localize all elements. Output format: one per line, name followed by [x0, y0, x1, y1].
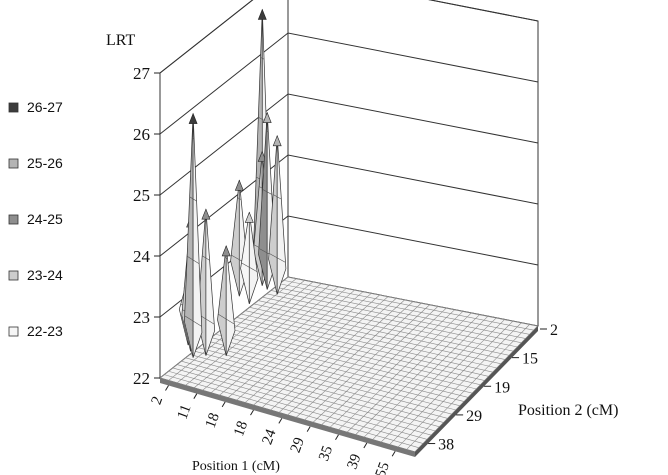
surface-peak	[217, 245, 236, 356]
peak-tip	[272, 134, 282, 147]
peak-tip	[201, 208, 211, 220]
x-axis-tick	[363, 442, 368, 449]
peak-band-line	[202, 255, 210, 261]
x-axis-tick-label: 11	[175, 403, 195, 422]
legend-label: 22-23	[27, 323, 63, 339]
legend-item: 24-25	[8, 211, 63, 227]
peak-tip	[257, 8, 267, 20]
z-axis-tick-label: 24	[133, 247, 151, 266]
surface-peak	[184, 112, 203, 358]
peak-band-line	[189, 196, 197, 202]
floor-gridline	[406, 324, 530, 450]
peak-face-right	[225, 245, 236, 356]
peak-band-line	[262, 189, 272, 195]
floor-gridline	[397, 322, 522, 448]
x-axis-tick	[391, 450, 396, 457]
legend-item: 25-26	[8, 155, 63, 171]
peak-face-right	[276, 135, 287, 295]
peak-tip	[262, 111, 272, 123]
x-axis-tick	[221, 401, 226, 408]
wall-gridline	[159, 154, 539, 257]
floor-gridline	[380, 319, 505, 443]
floor-edge-front	[160, 378, 415, 457]
legend-label: 23-24	[27, 267, 63, 283]
x-axis-tick-label: 55	[373, 460, 393, 475]
legend-swatch	[8, 270, 19, 281]
legend-swatch	[8, 102, 19, 113]
z-axis-tick-label: 26	[133, 125, 150, 144]
legend-label: 26-27	[27, 99, 63, 115]
x-axis-tick-label: 39	[344, 452, 364, 472]
legend-swatch	[8, 326, 19, 337]
peak-face-right	[248, 212, 259, 305]
legend-item: 23-24	[8, 267, 63, 283]
y-axis-label: Position 2 (cM)	[518, 402, 618, 419]
y-axis-tick-label: 29	[466, 408, 482, 425]
wall-gridline	[159, 93, 539, 196]
peak-tip	[188, 112, 198, 124]
peak-band-line	[265, 130, 269, 132]
x-axis-tick	[278, 418, 283, 424]
x-axis-label: Position 1 (cM)	[192, 459, 280, 474]
x-axis-tick	[165, 385, 169, 391]
y-axis-tick-label: 19	[494, 379, 510, 396]
wall-gridline	[159, 0, 539, 74]
z-axis-tick-label: 25	[133, 186, 150, 205]
legend-label: 24-25	[27, 211, 63, 227]
right-wall	[287, 0, 539, 327]
floor-gridline	[270, 290, 522, 344]
peak-band-line	[272, 194, 282, 200]
z-axis-tick-label: 22	[133, 369, 150, 388]
legend-item: 22-23	[8, 323, 63, 339]
peak-tip	[221, 245, 231, 257]
x-axis-tick-label: 24	[259, 427, 279, 447]
peak-band-line	[224, 256, 228, 260]
floor-gridline	[287, 276, 539, 327]
floor-gridline	[266, 293, 518, 348]
peak-band-line	[241, 262, 258, 272]
lrt-surface	[178, 8, 287, 358]
peak-face-right	[192, 113, 203, 358]
x-axis-tick-label: 2	[149, 394, 167, 407]
x-axis-tick-label: 29	[288, 435, 308, 455]
floor-gridline	[389, 320, 514, 445]
x-axis-tick	[250, 409, 254, 416]
axes: 22 23 24 25 26 27 2 11 18 18 24 29 35 39 55 2 15 19 29 38	[133, 64, 558, 475]
x-axis-tick	[306, 426, 311, 432]
z-axis-tick-label: 27	[133, 64, 151, 83]
peak-band-line	[260, 57, 265, 60]
peak-band-line	[186, 255, 200, 265]
y-axis-tick-label: 2	[550, 322, 558, 339]
floor-gridline	[279, 283, 530, 335]
legend-swatch	[8, 214, 19, 225]
x-axis-tick-label: 18	[231, 419, 251, 439]
surface-peak	[268, 134, 287, 295]
legend: 26-27 25-26 24-25 23-24 22-23	[8, 99, 63, 339]
legend-swatch	[8, 158, 19, 169]
peak-band-line	[184, 315, 202, 327]
legend-label: 25-26	[27, 155, 63, 171]
floor-gridline	[283, 280, 534, 331]
wall-gridline	[159, 32, 539, 135]
surface-peak	[240, 211, 259, 305]
peak-band-line	[191, 137, 195, 139]
peak-band-line	[217, 313, 235, 325]
x-axis-tick-label: 35	[316, 444, 336, 464]
peak-band-line	[268, 253, 286, 263]
z-axis-label: LRT	[106, 32, 135, 49]
peak-tip	[244, 211, 254, 223]
floor-edge-right	[415, 326, 538, 457]
y-axis-tick-label: 38	[438, 437, 454, 454]
x-axis-tick	[335, 434, 339, 441]
z-axis-tick-label: 23	[133, 308, 150, 327]
x-axis-tick-label: 18	[203, 411, 223, 431]
peak-face-right	[205, 209, 216, 356]
x-axis-tick	[193, 393, 198, 399]
legend-item: 26-27	[8, 99, 63, 115]
y-axis-tick-label: 15	[522, 351, 538, 368]
floor-gridline	[275, 286, 526, 339]
peak-band-line	[237, 197, 242, 200]
peak-tip	[234, 179, 244, 191]
